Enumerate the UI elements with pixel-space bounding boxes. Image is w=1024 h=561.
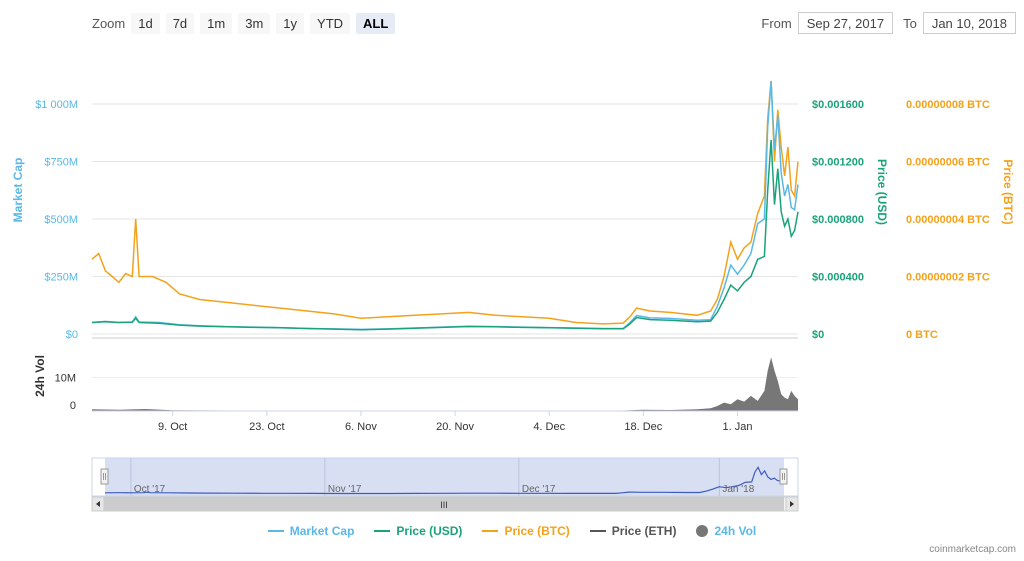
volume-axis-title: 24h Vol xyxy=(33,355,47,397)
price-usd-axis: $0 $0.000400 $0.000800 $0.001200 $0.001600 xyxy=(812,99,864,341)
navigator[interactable]: Oct '17 Nov '17 Dec '17 Jan '18 xyxy=(91,457,799,497)
legend-label: Price (BTC) xyxy=(504,524,570,538)
price-usd-axis-title: Price (USD) xyxy=(875,159,889,225)
legend-item-price-eth[interactable]: Price (ETH) xyxy=(589,524,677,538)
legend-item-price-btc[interactable]: Price (BTC) xyxy=(482,524,570,538)
price-usd-line xyxy=(91,139,799,331)
scrollbar-grip: III xyxy=(440,500,448,510)
zoom-1y-button[interactable]: 1y xyxy=(276,12,305,34)
navigator-line xyxy=(104,466,785,495)
market-cap-tick-label: $250M xyxy=(44,272,78,284)
navigator-left-handle[interactable] xyxy=(100,468,109,485)
scroll-right-arrow-icon xyxy=(790,501,794,507)
navigator-label: Dec '17 xyxy=(522,484,556,495)
legend-item-price-usd[interactable]: Price (USD) xyxy=(374,524,462,538)
price-chart[interactable]: $0$250M$500M$750M$1 000M Market Cap $0$0… xyxy=(0,0,1024,520)
date-range: From Sep 27, 2017 To Jan 10, 2018 xyxy=(761,12,1016,34)
volume-area xyxy=(92,357,798,411)
price-btc-tick-label: 0 BTC xyxy=(906,329,938,341)
zoom-toolbar: Zoom 1d 7d 1m 3m 1y YTD ALL xyxy=(92,12,401,34)
credit-text: coinmarketcap.com xyxy=(929,544,1016,555)
x-tick-label: 4. Dec xyxy=(533,421,565,433)
x-tick-label: 20. Nov xyxy=(436,421,474,433)
volume-swatch-icon xyxy=(696,525,709,537)
x-tick-label: 1. Jan xyxy=(723,421,753,433)
x-tick-label: 9. Oct xyxy=(158,421,187,433)
grid-lines xyxy=(92,103,798,378)
price-usd-tick-label: $0.001600 xyxy=(812,99,864,111)
price-btc-tick-label: 0.00000008 BTC xyxy=(906,99,990,111)
price-btc-line xyxy=(91,80,799,325)
price-btc-swatch-icon xyxy=(482,530,499,532)
price-eth-swatch-icon xyxy=(589,530,606,532)
zoom-1m-button[interactable]: 1m xyxy=(200,12,233,34)
zoom-all-button[interactable]: ALL xyxy=(356,12,396,34)
legend-item-volume[interactable]: 24h Vol xyxy=(696,524,756,538)
navigator-label: Oct '17 xyxy=(134,484,166,495)
market-cap-axis: $0 $250M $500M $750M $1 000M xyxy=(35,99,78,341)
to-label: To xyxy=(903,15,917,31)
price-usd-tick-label: $0.000400 xyxy=(812,272,864,284)
x-tick-label: 18. Dec xyxy=(624,421,662,433)
legend-label: 24h Vol xyxy=(714,524,757,538)
volume-tick-label: 0 xyxy=(70,400,76,412)
legend: Market Cap Price (USD) Price (BTC) Price… xyxy=(0,524,1024,538)
market-cap-tick-label: $1 000M xyxy=(35,99,78,111)
legend-label: Price (USD) xyxy=(396,524,463,538)
zoom-ytd-button[interactable]: YTD xyxy=(310,12,351,34)
navigator-label: Nov '17 xyxy=(328,484,362,495)
market-cap-line xyxy=(91,80,799,331)
market-cap-axis-title: Market Cap xyxy=(11,158,25,223)
volume-axis: 10M 0 xyxy=(55,373,76,413)
scrollbar[interactable]: III xyxy=(91,496,799,512)
market-cap-tick-label: $0 xyxy=(66,329,78,341)
price-btc-tick-label: 0.00000002 BTC xyxy=(906,272,990,284)
zoom-1d-button[interactable]: 1d xyxy=(131,12,160,34)
navigator-label: Jan '18 xyxy=(722,484,754,495)
price-usd-tick-label: $0.000800 xyxy=(812,214,864,226)
price-usd-swatch-icon xyxy=(374,530,391,532)
zoom-label: Zoom xyxy=(92,15,126,31)
legend-label: Price (ETH) xyxy=(611,524,677,538)
price-btc-axis: 0 BTC 0.00000002 BTC 0.00000004 BTC 0.00000… xyxy=(906,99,990,341)
zoom-7d-button[interactable]: 7d xyxy=(165,12,195,34)
price-usd-tick-label: $0.001200 xyxy=(812,157,864,169)
price-btc-tick-label: 0.00000006 BTC xyxy=(906,157,990,169)
market-cap-swatch-icon xyxy=(267,530,284,532)
price-btc-tick-label: 0.00000004 BTC xyxy=(906,214,990,226)
navigator-selection[interactable] xyxy=(105,458,784,496)
from-label: From xyxy=(761,15,792,31)
scroll-left-arrow-icon xyxy=(96,501,100,507)
x-axis: 9. Oct 23. Oct 6. Nov 20. Nov 4. Dec 18. Dec 1… xyxy=(158,411,752,433)
x-tick-label: 23. Oct xyxy=(249,421,284,433)
price-usd-tick-label: $0 xyxy=(812,329,824,341)
legend-label: Market Cap xyxy=(289,524,355,538)
to-date-input[interactable]: Jan 10, 2018 xyxy=(922,12,1016,34)
market-cap-tick-label: $750M xyxy=(44,157,78,169)
from-date-input[interactable]: Sep 27, 2017 xyxy=(797,12,894,34)
market-cap-tick-label: $500M xyxy=(44,214,78,226)
navigator-right-handle[interactable] xyxy=(779,468,788,485)
volume-tick-label: 10M xyxy=(55,373,76,385)
zoom-3m-button[interactable]: 3m xyxy=(238,12,271,34)
x-tick-label: 6. Nov xyxy=(345,421,377,433)
price-btc-axis-title: Price (BTC) xyxy=(1001,159,1015,224)
scrollbar-thumb[interactable] xyxy=(104,497,784,511)
legend-item-market-cap[interactable]: Market Cap xyxy=(267,524,355,538)
